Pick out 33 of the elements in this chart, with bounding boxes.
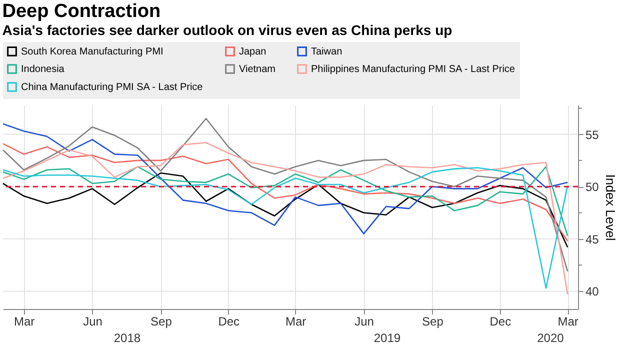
line-series <box>2 166 568 236</box>
text: 2019 <box>374 331 401 345</box>
line-series <box>2 143 568 242</box>
y-tick-label: 55 <box>586 128 600 142</box>
line-series <box>2 172 568 248</box>
y-tick-label: 40 <box>586 284 600 299</box>
y-tick-label: 50 <box>586 180 600 194</box>
text: 2020 <box>537 331 564 345</box>
legend-label: China Manufacturing PMI SA - Last Price <box>21 82 204 93</box>
legend-label: Taiwan <box>311 46 342 58</box>
y-axis-title: Index Level <box>602 174 618 241</box>
line-series <box>2 142 568 296</box>
x-tick-label: Dec <box>490 314 512 328</box>
x-tick-label: Jun <box>354 314 374 328</box>
x-tick-label: Sep <box>422 314 444 328</box>
x-tick-label: Dec <box>218 314 240 328</box>
line-series <box>2 123 568 234</box>
x-tick-label: Mar <box>14 314 35 328</box>
line-series <box>2 167 568 289</box>
x-tick-label: Sep <box>150 314 172 328</box>
legend-label: South Korea Manufacturing PMI <box>21 46 164 58</box>
legend-label: Vietnam <box>239 64 276 75</box>
y-tick-label: 45 <box>586 232 600 246</box>
x-tick-label: Jun <box>83 314 102 328</box>
text: 2018 <box>114 331 141 345</box>
chart-title: Deep Contraction <box>2 1 161 22</box>
legend-label: Japan <box>239 46 266 58</box>
x-tick-label: Mar <box>286 314 306 328</box>
chart-subtitle: Asia's factories see darker outlook on virus even as China perks up <box>2 22 452 38</box>
legend-label: Indonesia <box>21 64 65 75</box>
line-series <box>2 118 568 272</box>
legend-label: Philippines Manufacturing PMI SA - Last Price <box>311 64 516 75</box>
x-tick-label: Mar <box>558 314 578 328</box>
